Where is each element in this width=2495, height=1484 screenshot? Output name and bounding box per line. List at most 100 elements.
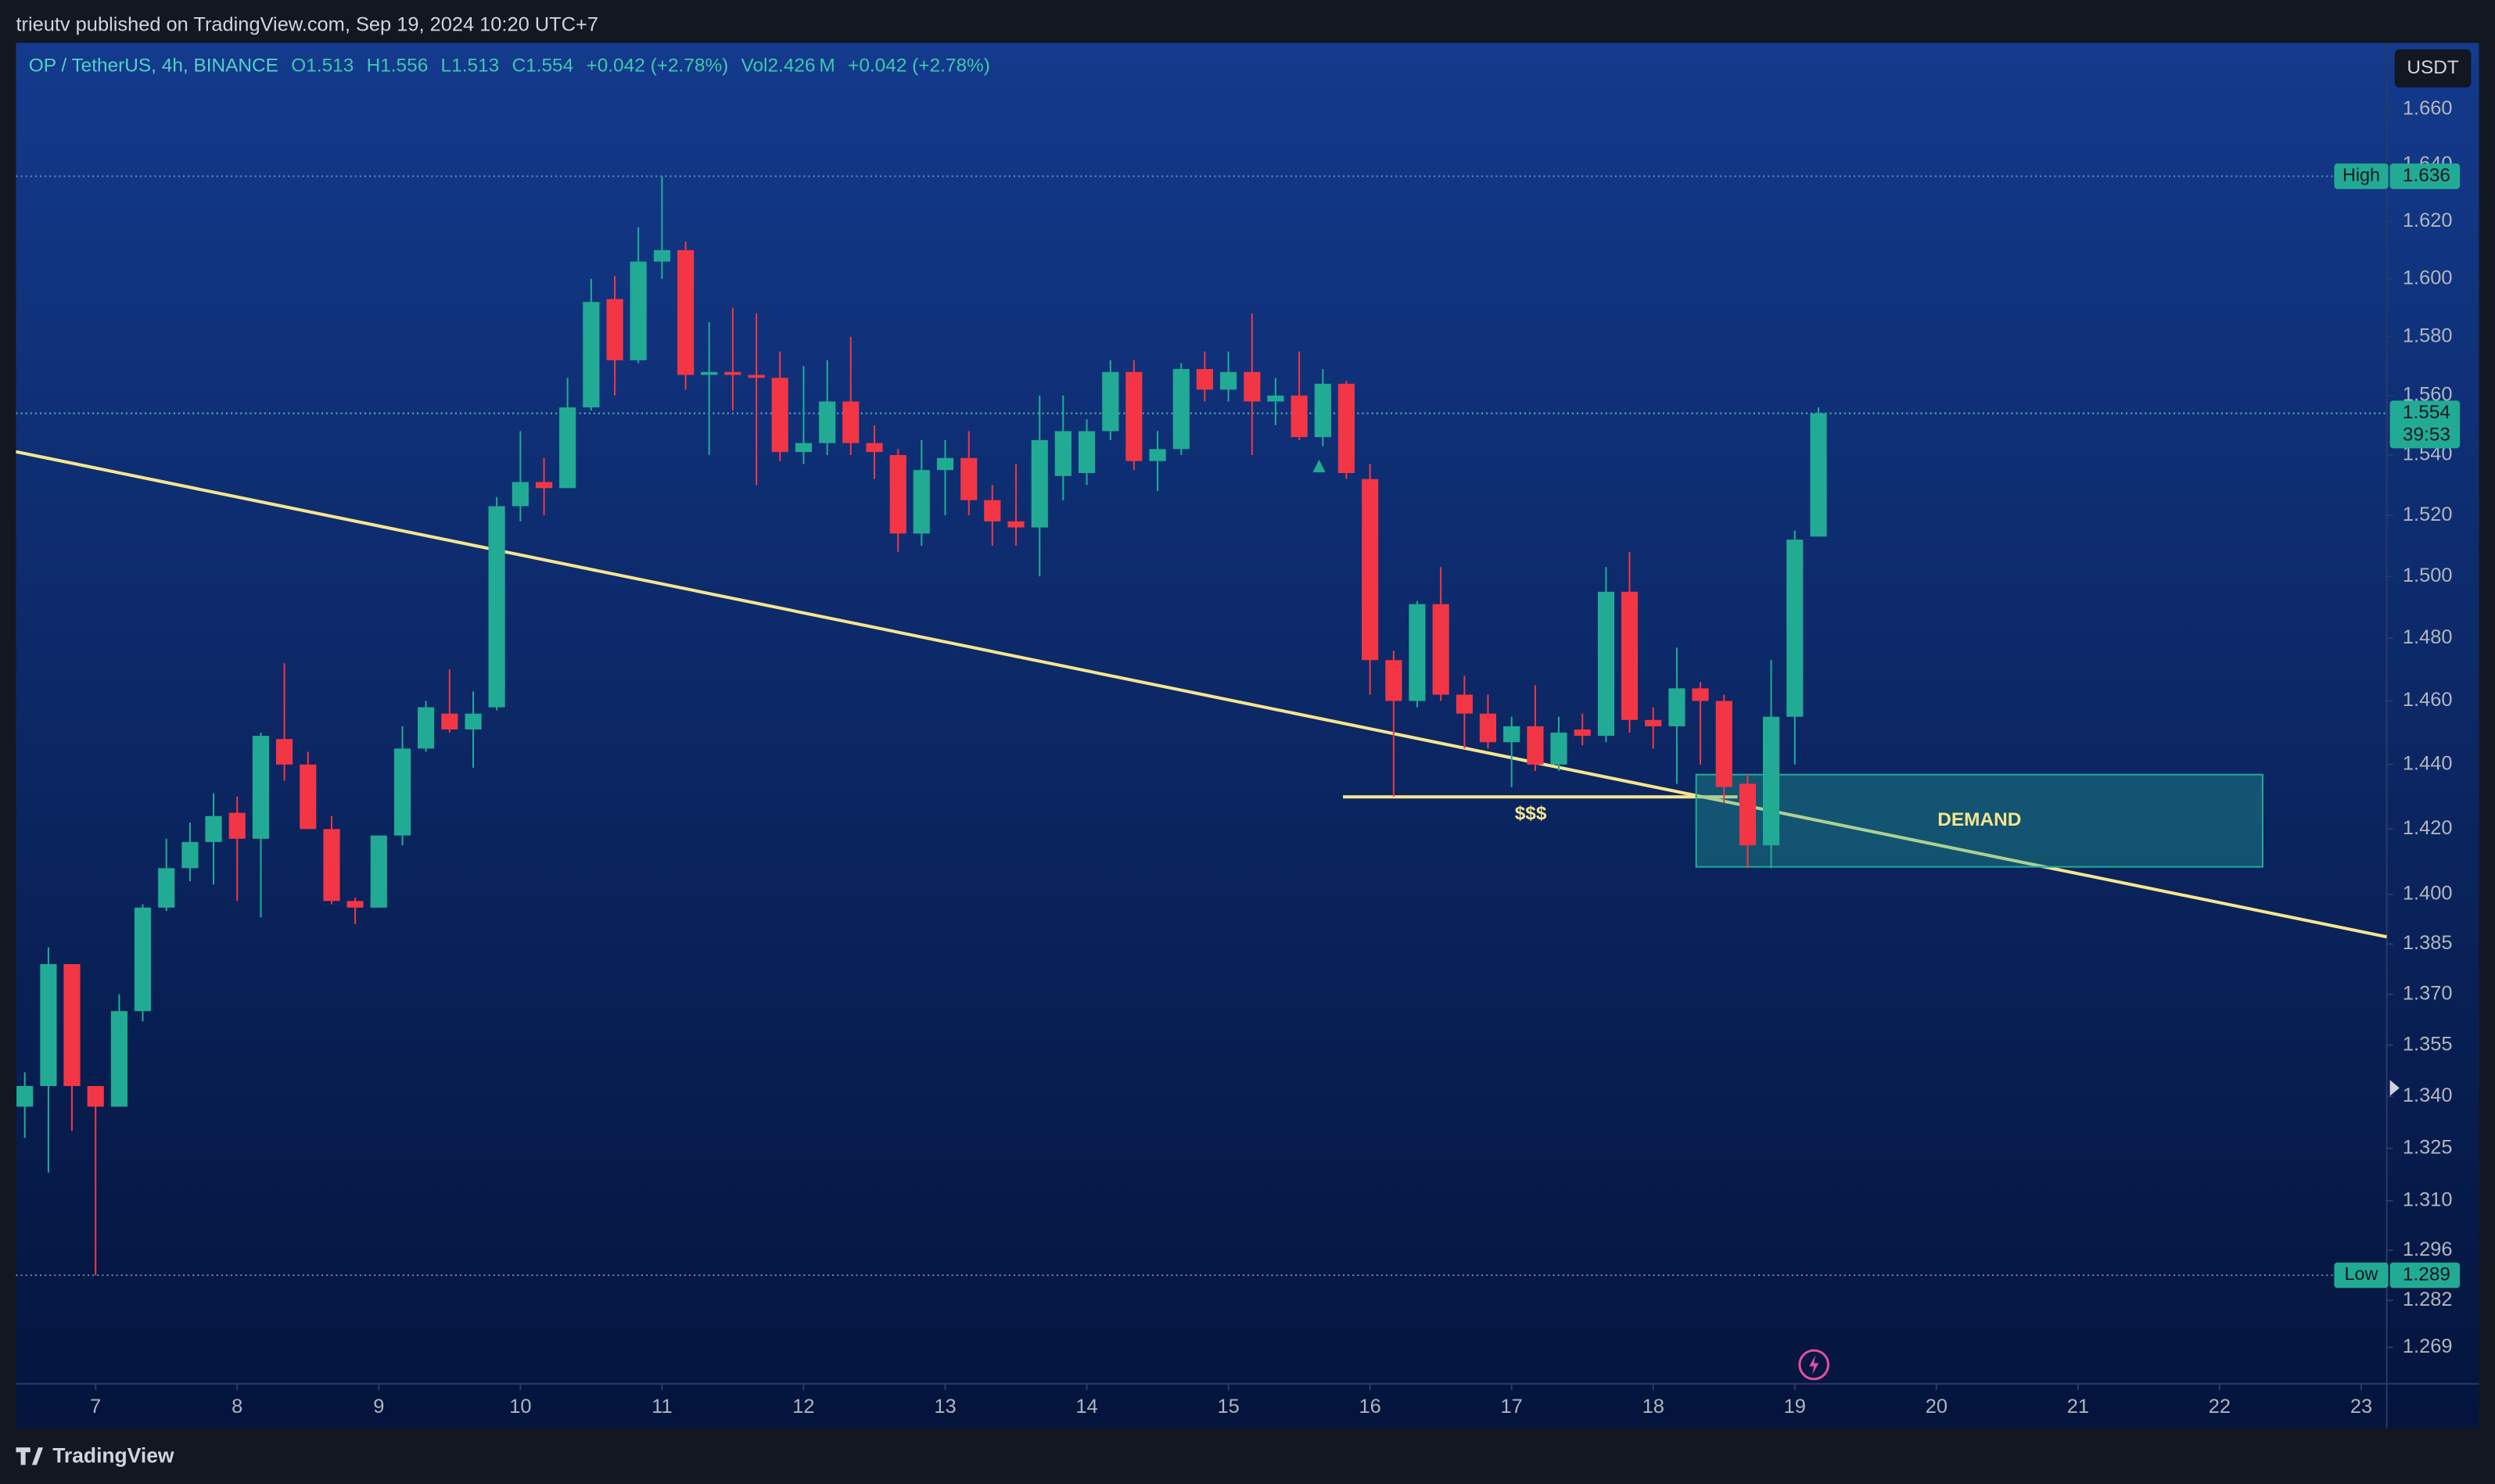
y-tick-label: 1.420 — [2403, 817, 2453, 839]
candle-body — [1172, 368, 1190, 450]
demand-zone — [1695, 773, 2263, 868]
event-bolt — [1809, 1355, 1819, 1375]
candle-body — [370, 835, 387, 908]
candle-body — [63, 964, 81, 1087]
candle-body — [418, 707, 435, 749]
brand: TradingView — [52, 1443, 174, 1467]
candle-body — [1786, 539, 1804, 717]
x-tick-label: 7 — [90, 1396, 101, 1418]
x-tick-label: 9 — [373, 1396, 384, 1418]
badge-label-bg — [2334, 1262, 2389, 1289]
candle-body — [1125, 371, 1143, 461]
y-tick-label: 1.480 — [2403, 626, 2453, 648]
candle-body — [936, 457, 954, 471]
candle-body — [630, 261, 647, 360]
candle-body — [1102, 371, 1119, 432]
candle-body — [866, 443, 883, 453]
candle-body — [795, 443, 813, 453]
last-price: 1.554 — [2403, 402, 2450, 423]
candle-body — [771, 378, 788, 453]
legend: OP / TetherUS, 4h, BINANCE O1.513 H1.556 L1… — [29, 56, 990, 77]
publish-info: trieutv published on TradingView.com, Se… — [16, 13, 598, 35]
candle-body — [441, 713, 458, 729]
candle-body — [748, 375, 765, 378]
last-price-bg — [2389, 400, 2461, 449]
x-tick-label: 19 — [1784, 1396, 1806, 1418]
y-tick-label: 1.269 — [2403, 1335, 2453, 1357]
x-tick-label: 17 — [1501, 1396, 1523, 1418]
x-tick-label: 8 — [232, 1396, 242, 1418]
x-tick-label: 23 — [2350, 1396, 2372, 1418]
candle-body — [1031, 439, 1048, 528]
candle-body — [1220, 371, 1237, 390]
y-tick-label: 1.282 — [2403, 1289, 2453, 1310]
candle-body — [701, 371, 718, 375]
candle-body — [1337, 383, 1355, 473]
candle-body — [87, 1086, 104, 1107]
candle-body — [158, 868, 175, 908]
candle-body — [984, 500, 1001, 522]
candle-body — [40, 964, 57, 1087]
candle-body — [205, 815, 222, 842]
legend-line: OP / TetherUS, 4h, BINANCE O1.513 H1.556 L1… — [29, 56, 990, 77]
y-tick-label: 1.340 — [2403, 1084, 2453, 1106]
candle-body — [16, 1086, 34, 1107]
candle-body — [488, 506, 505, 708]
candle-body — [1621, 591, 1639, 720]
candle-body — [1078, 431, 1096, 473]
candle-body — [1362, 479, 1379, 661]
trend-line — [16, 450, 2387, 939]
candle-body — [393, 748, 411, 836]
candle-body — [1054, 431, 1072, 476]
liquidity-label: $$$ — [1515, 803, 1547, 824]
y-tick-label: 1.370 — [2403, 982, 2453, 1004]
y-tick-label: 1.580 — [2403, 325, 2453, 347]
candle-body — [1668, 688, 1685, 726]
y-tick-label: 1.296 — [2403, 1238, 2453, 1260]
legend-item: Vol2.426 M — [741, 56, 835, 77]
signal-arrow — [1312, 459, 1326, 473]
candle-body — [1007, 521, 1025, 528]
x-tick-label: 15 — [1217, 1396, 1239, 1418]
candle-body — [842, 401, 860, 443]
x-tick-label: 20 — [1926, 1396, 1948, 1418]
candle-body — [300, 764, 317, 830]
candle-body — [1149, 449, 1166, 461]
y-tick-label: 1.620 — [2403, 210, 2453, 231]
currency-label[interactable]: USDT — [2407, 57, 2459, 78]
x-tick-label: 11 — [652, 1396, 672, 1418]
y-tick-label: 1.325 — [2403, 1136, 2453, 1158]
legend-item: +0.042 (+2.78%) — [848, 56, 990, 77]
candle-body — [1409, 604, 1426, 701]
x-tick-label: 21 — [2067, 1396, 2089, 1418]
candle-body — [346, 901, 364, 908]
candle-body — [1810, 413, 1827, 537]
candle-body — [913, 470, 930, 534]
legend-item: L1.513 — [441, 56, 500, 77]
candle-body — [583, 302, 600, 408]
candle-body — [465, 713, 482, 729]
candle-body — [323, 829, 340, 902]
legend-item: H1.556 — [367, 56, 429, 77]
candle-body — [110, 1011, 128, 1107]
x-tick-label: 18 — [1642, 1396, 1664, 1418]
x-tick-label: 10 — [509, 1396, 531, 1418]
y-tick-label: 1.355 — [2403, 1033, 2453, 1055]
scroll-marker — [2389, 1080, 2400, 1096]
currency-button[interactable] — [2394, 49, 2472, 88]
candle-body — [1645, 719, 1662, 726]
candle-body — [559, 407, 576, 489]
candle-body — [1314, 383, 1331, 438]
candle-body — [653, 249, 670, 262]
legend-item: O1.513 — [291, 56, 354, 77]
countdown: 39:53 — [2403, 425, 2450, 446]
candle-body — [228, 812, 246, 839]
y-tick-label: 1.500 — [2403, 565, 2453, 586]
badge-label-bg — [2334, 163, 2389, 189]
plot-background — [16, 42, 2479, 1428]
candle-body — [1456, 694, 1473, 714]
y-tick-label: 1.310 — [2403, 1188, 2453, 1210]
y-tick-label: 1.440 — [2403, 753, 2453, 775]
